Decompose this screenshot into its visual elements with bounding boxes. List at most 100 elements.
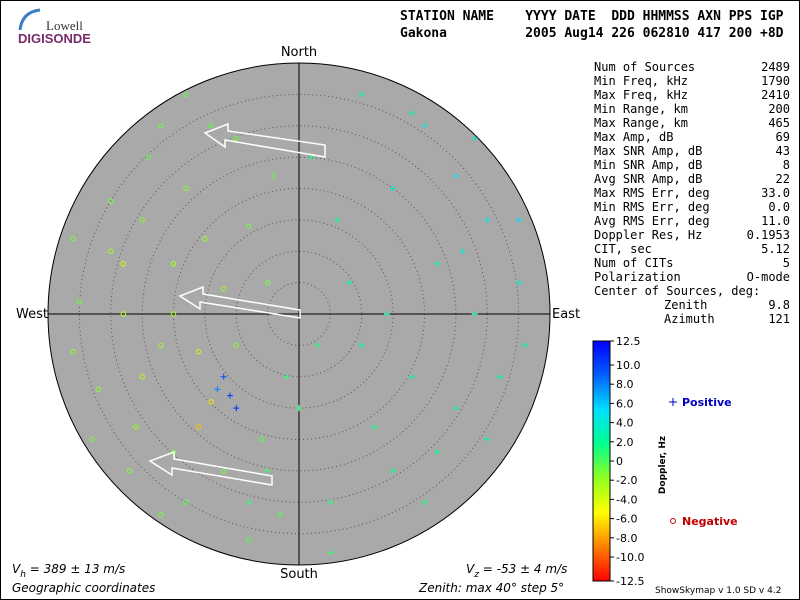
- source-point: [195, 348, 202, 355]
- zenith-label: Zenith: max 40° step 5°: [418, 581, 564, 595]
- stat-label: Max RMS Err, deg: [594, 186, 710, 200]
- coords-label: Geographic coordinates: [12, 581, 155, 595]
- source-point: [484, 216, 491, 223]
- source-point: [408, 110, 415, 117]
- colorbar-tick-label: -8.0: [616, 532, 637, 545]
- version-label: ShowSkymap v 1.0 SD v 4.2: [655, 586, 781, 596]
- source-point: [452, 405, 459, 412]
- source-point: [246, 537, 252, 543]
- compass-label: East: [552, 307, 580, 322]
- source-point: [277, 512, 283, 518]
- stat-label: Polarization: [594, 270, 681, 284]
- stat-label: CIT, sec: [594, 242, 652, 256]
- compass-label: South: [280, 567, 318, 582]
- stat-value: 8: [783, 158, 790, 172]
- source-point: [70, 348, 76, 355]
- source-point: [371, 423, 378, 430]
- source-point: [108, 198, 114, 204]
- source-point: [246, 223, 252, 229]
- colorbar-tick-label: 10.0: [616, 359, 641, 372]
- stat-value: 43: [776, 144, 790, 158]
- stat-label: Max Freq, kHz: [594, 88, 688, 102]
- stat-label: Min SNR Amp, dB: [594, 158, 702, 172]
- source-point: [183, 499, 189, 505]
- source-point: [358, 91, 365, 98]
- source-point: [421, 122, 428, 129]
- source-point: [484, 436, 491, 443]
- stat-value: 0.1953: [747, 228, 790, 242]
- center-label: Azimuth: [664, 312, 715, 326]
- legend-label: Negative: [682, 515, 738, 528]
- v: V: [12, 562, 21, 576]
- stat-value: 22: [776, 172, 790, 186]
- stat-value: 2410: [761, 88, 790, 102]
- colorbar-label: Doppler, Hz: [658, 436, 668, 494]
- stat-value: 33.0: [761, 186, 790, 200]
- source-point: [133, 424, 139, 430]
- stat-label: Doppler Res, Hz: [594, 228, 702, 242]
- source-point: [108, 248, 114, 254]
- source-point: [233, 135, 239, 142]
- source-point: [221, 468, 227, 474]
- arrow: [203, 122, 326, 158]
- source-point: [89, 436, 95, 443]
- stat-value: 200: [768, 102, 790, 116]
- source-point: [258, 436, 265, 443]
- stat-label: Max Amp, dB: [594, 130, 673, 144]
- center-label: Zenith: [664, 298, 707, 312]
- colorbar-tick-label: 8.0: [616, 378, 634, 391]
- source-point: [221, 286, 227, 292]
- source-point: [264, 467, 271, 474]
- source-point: [139, 217, 145, 223]
- stat-value: 2489: [761, 60, 790, 74]
- source-point: [471, 135, 478, 142]
- source-point: [145, 154, 152, 160]
- source-point: [233, 405, 240, 412]
- vh-value: = 389 ± 13 m/s: [26, 562, 125, 576]
- source-point: [195, 424, 202, 430]
- legend-symbol: [669, 398, 677, 406]
- logo-text: DIGISONDE: [18, 31, 91, 46]
- source-point: [496, 373, 503, 380]
- header-line: STATION NAME YYYY DATE DDD HHMMSS AXN PP…: [400, 9, 784, 24]
- logo-swoosh: [18, 8, 41, 31]
- source-point: [271, 173, 277, 179]
- stat-label: Max Range, km: [594, 116, 688, 130]
- source-point: [471, 311, 478, 317]
- legend-label: Positive: [682, 396, 732, 409]
- stat-label: Min Freq, kHz: [594, 74, 688, 88]
- source-point: [208, 399, 214, 405]
- source-point: [202, 236, 208, 242]
- source-point: [390, 467, 397, 474]
- stat-value: 1790: [761, 74, 790, 88]
- compass-label: West: [16, 307, 48, 322]
- colorbar-tick-label: 6.0: [616, 397, 634, 410]
- source-point: [283, 373, 290, 380]
- header-line: Gakona 2005 Aug14 226 062810 417 200 +8D: [400, 26, 784, 41]
- colorbar-tick-label: -4.0: [616, 493, 637, 506]
- stat-value: O-mode: [747, 270, 790, 284]
- source-point: [139, 374, 145, 380]
- colorbar-tick-label: -6.0: [616, 513, 637, 526]
- source-point: [358, 342, 365, 349]
- stat-label: Min Range, km: [594, 102, 688, 116]
- source-point: [434, 260, 441, 267]
- source-point: [346, 279, 353, 286]
- colorbar-tick-label: 0: [616, 455, 623, 468]
- center-value: 9.8: [768, 298, 790, 312]
- legend-symbol: [670, 518, 676, 524]
- stat-value: 5: [783, 256, 790, 270]
- source-point: [459, 248, 466, 255]
- source-point: [515, 216, 522, 223]
- source-point: [126, 468, 133, 474]
- source-point: [158, 342, 164, 349]
- source-point: [208, 123, 214, 129]
- source-point: [327, 499, 334, 506]
- source-point: [327, 549, 334, 556]
- source-point: [521, 342, 528, 349]
- vz-label: Vz = -53 ± 4 m/s: [466, 562, 567, 580]
- stat-value: 69: [776, 130, 790, 144]
- source-point: [76, 298, 83, 305]
- stat-value: 11.0: [761, 214, 790, 228]
